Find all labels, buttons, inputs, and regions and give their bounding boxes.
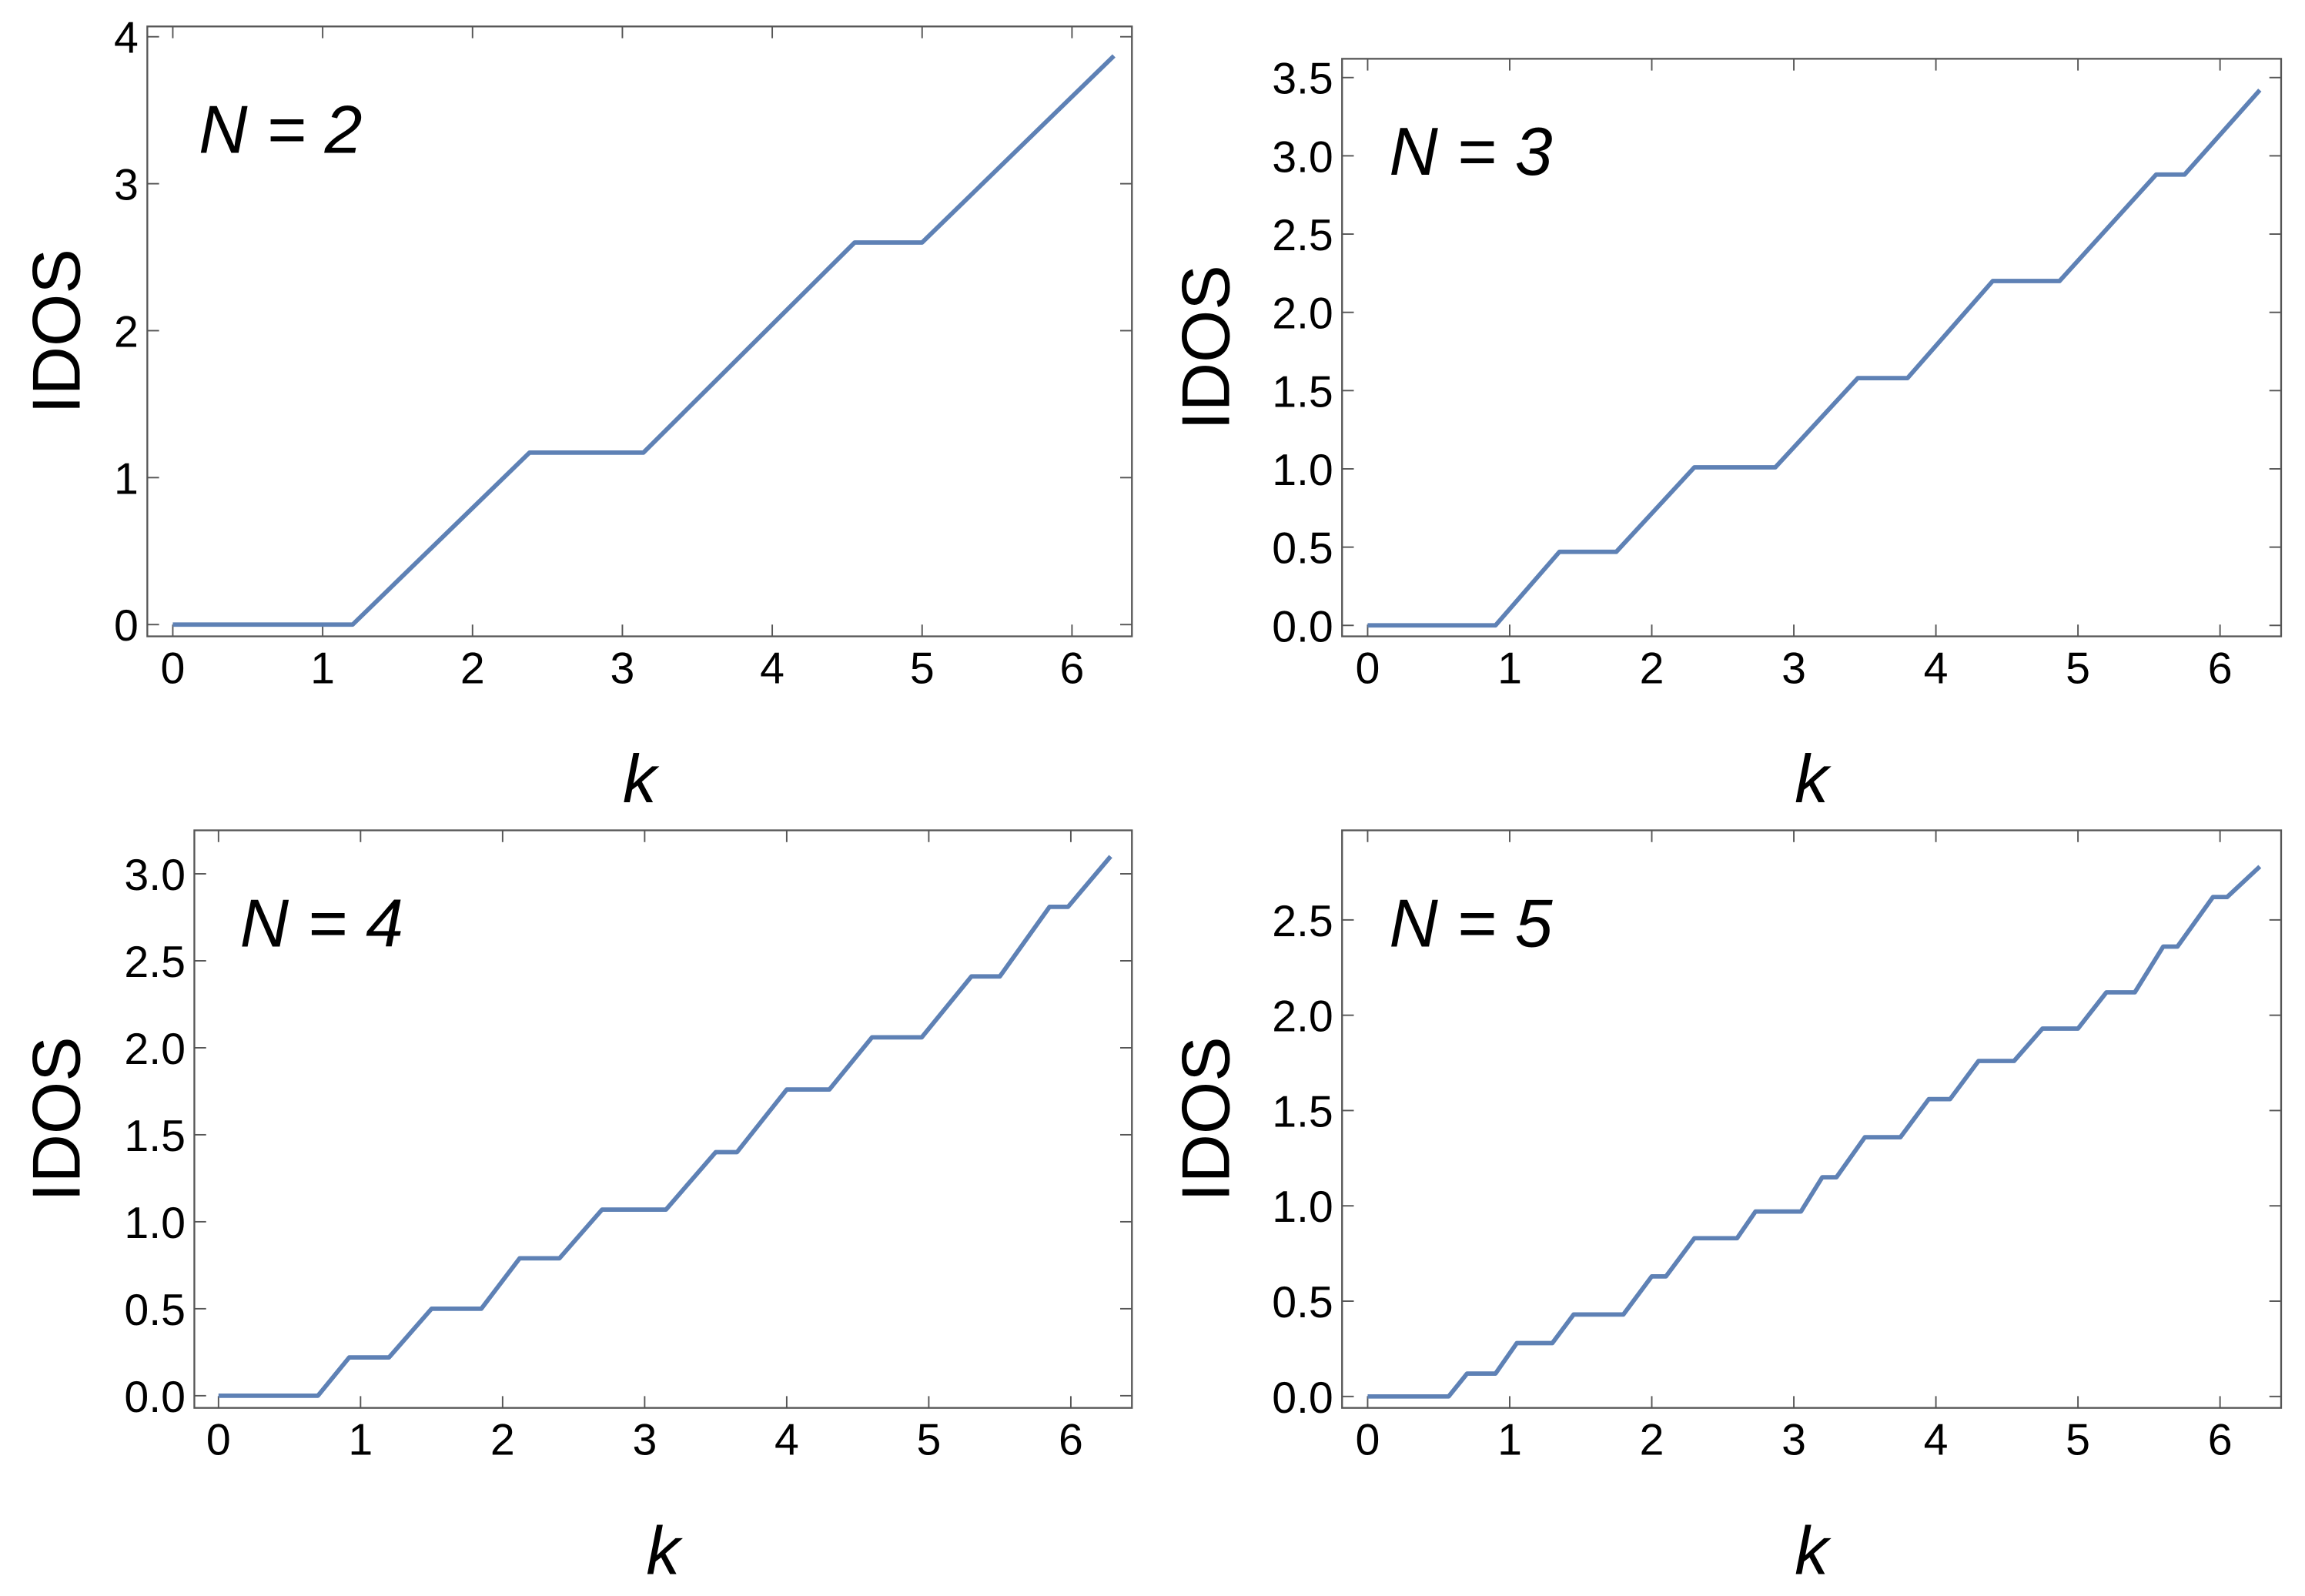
panel: 0 1 2 3 4 5 6 0 1 2 3 4 N = 2 k IDOS [19,14,1133,817]
x-tick-label: 5 [2066,644,2090,694]
y-tick-label: 1.5 [1272,1087,1333,1136]
panel: 0 1 2 3 4 5 6 0.0 0.5 1.0 1.5 2.0 2.5 N = 5 k IDOS [1168,829,2283,1588]
x-tick-label: 4 [760,644,785,694]
y-tick-label: 3.0 [124,851,186,900]
y-tick-label: 1.0 [124,1199,186,1248]
x-tick-label: 0 [1356,1416,1380,1465]
x-tick-label: 3 [611,644,635,694]
x-tick-label: 3 [1781,644,1806,694]
x-tick-label: 0 [161,644,186,694]
x-axis-label: k [646,1513,683,1588]
y-tick-label: 2 [114,307,139,356]
y-tick-label: 2.5 [1272,211,1333,260]
y-tick-label: 2.5 [1272,897,1333,946]
x-tick-label: 4 [774,1416,799,1465]
annotation: N = 2 [199,92,362,168]
x-tick-label: 3 [1781,1416,1806,1465]
x-tick-label: 6 [2208,1416,2233,1465]
y-tick-label: 0.0 [1272,602,1333,651]
y-tick-label: 0.5 [1272,1278,1333,1327]
x-tick-label: 2 [460,644,485,694]
x-tick-label: 6 [2208,644,2233,694]
x-tick-label: 2 [1640,644,1664,694]
y-tick-label: 2.5 [124,938,186,987]
y-tick-label: 0.5 [1272,524,1333,574]
panel: 0 1 2 3 4 5 6 0.0 0.5 1.0 1.5 2.0 2.5 3.0 N = 4 k IDOS [19,829,1133,1588]
y-tick-label: 2.0 [1272,992,1333,1042]
data-line [1367,89,2262,628]
x-tick-label: 6 [1059,644,1084,694]
x-tick-label: 2 [1640,1416,1664,1465]
x-axis-label: k [1795,1513,1832,1588]
data-line [1367,865,2262,1399]
plot-frame [1341,58,2283,637]
x-tick-label: 1 [310,644,335,694]
x-tick-label: 1 [1497,1416,1522,1465]
y-tick-label: 3.5 [1272,55,1333,104]
y-tick-label: 4 [114,14,139,63]
panel: 0 1 2 3 4 5 6 0.0 0.5 1.0 1.5 2.0 2.5 3.0 3.5 N = 3 k IDO… [1168,55,2283,817]
x-tick-label: 1 [348,1416,373,1465]
y-tick-label: 0.5 [124,1286,186,1335]
y-tick-label: 3 [114,161,139,210]
x-tick-label: 4 [1924,1416,1949,1465]
x-tick-label: 0 [1356,644,1380,694]
x-tick-label: 1 [1497,644,1522,694]
x-tick-label: 3 [632,1416,657,1465]
y-tick-label: 0.0 [1272,1373,1333,1423]
y-tick-label: 1.0 [1272,1183,1333,1232]
annotation: N = 4 [240,885,403,961]
plot-frame [193,829,1133,1409]
x-axis-label: k [623,741,660,817]
x-tick-label: 0 [206,1416,231,1465]
y-axis-label: IDOS [1168,265,1243,430]
y-tick-label: 2.0 [1272,289,1333,339]
y-tick-label: 2.0 [124,1025,186,1074]
x-axis-label: k [1795,741,1832,817]
x-tick-label: 5 [910,644,935,694]
y-axis-label: IDOS [1168,1036,1243,1202]
annotation: N = 3 [1389,114,1552,189]
x-tick-label: 4 [1924,644,1949,694]
y-tick-label: 0.0 [124,1373,186,1422]
x-tick-label: 6 [1059,1416,1083,1465]
data-line [218,855,1112,1398]
y-axis-label: IDOS [19,249,95,414]
data-line [172,54,1116,627]
y-tick-label: 3.0 [1272,132,1333,182]
y-tick-label: 1.5 [1272,367,1333,417]
y-axis-label: IDOS [19,1036,95,1202]
x-tick-label: 2 [490,1416,515,1465]
y-tick-label: 0 [114,601,139,651]
x-tick-label: 5 [916,1416,941,1465]
plot-frame [1341,829,2283,1409]
annotation: N = 5 [1389,885,1553,961]
y-tick-label: 1.5 [124,1112,186,1161]
y-tick-label: 1.0 [1272,446,1333,495]
x-tick-label: 5 [2066,1416,2090,1465]
y-tick-label: 1 [114,454,139,504]
